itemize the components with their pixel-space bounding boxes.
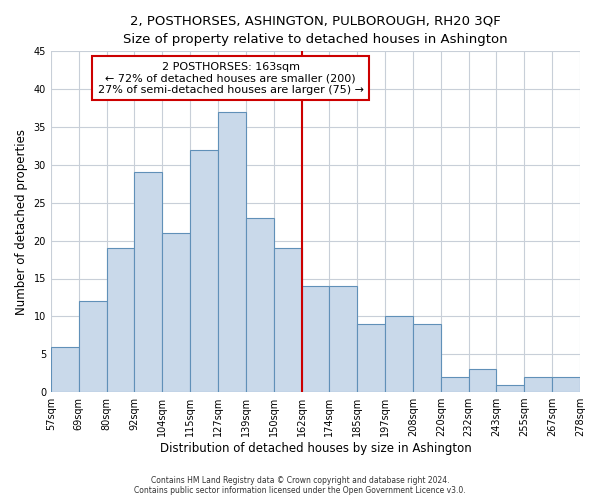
- Bar: [79, 301, 107, 392]
- Bar: [134, 172, 163, 392]
- Bar: [302, 286, 329, 392]
- Bar: [385, 316, 413, 392]
- Bar: [413, 324, 441, 392]
- Bar: [274, 248, 302, 392]
- Text: Contains HM Land Registry data © Crown copyright and database right 2024.
Contai: Contains HM Land Registry data © Crown c…: [134, 476, 466, 495]
- Bar: [329, 286, 357, 392]
- X-axis label: Distribution of detached houses by size in Ashington: Distribution of detached houses by size …: [160, 442, 472, 455]
- Bar: [469, 370, 496, 392]
- Bar: [218, 112, 246, 392]
- Y-axis label: Number of detached properties: Number of detached properties: [15, 128, 28, 314]
- Title: 2, POSTHORSES, ASHINGTON, PULBOROUGH, RH20 3QF
Size of property relative to deta: 2, POSTHORSES, ASHINGTON, PULBOROUGH, RH…: [123, 15, 508, 46]
- Bar: [51, 346, 79, 392]
- Bar: [357, 324, 385, 392]
- Bar: [524, 377, 552, 392]
- Bar: [441, 377, 469, 392]
- Bar: [190, 150, 218, 392]
- Bar: [163, 233, 190, 392]
- Bar: [552, 377, 580, 392]
- Text: 2 POSTHORSES: 163sqm
← 72% of detached houses are smaller (200)
27% of semi-deta: 2 POSTHORSES: 163sqm ← 72% of detached h…: [98, 62, 364, 95]
- Bar: [496, 384, 524, 392]
- Bar: [107, 248, 134, 392]
- Bar: [246, 218, 274, 392]
